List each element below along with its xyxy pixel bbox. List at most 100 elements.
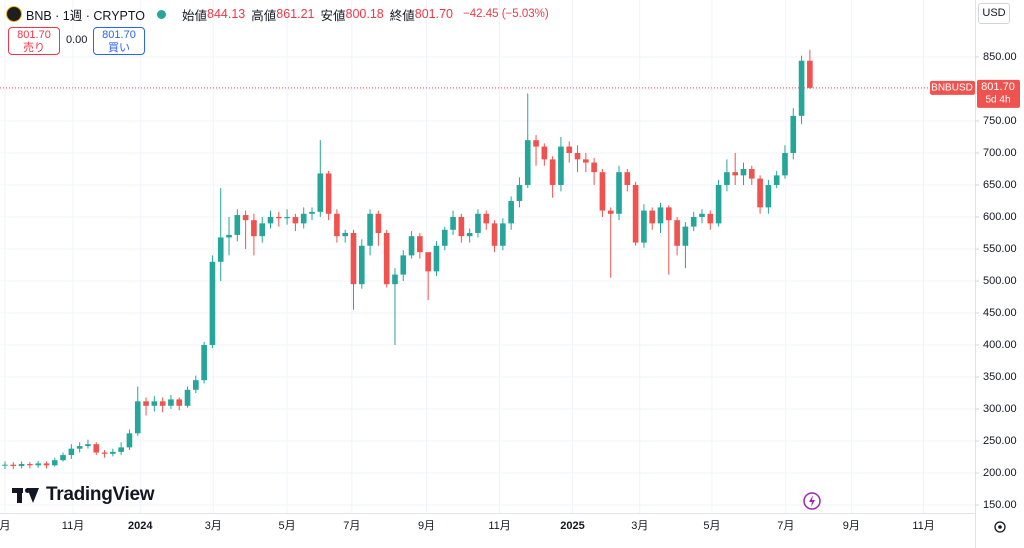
x-tick-label: 月 xyxy=(0,520,10,532)
candle-body xyxy=(300,213,307,224)
buy-price: 801.70 xyxy=(102,29,136,41)
buy-label: 買い xyxy=(108,42,130,54)
y-tick-label: 350.00 xyxy=(983,371,1017,383)
candle-body xyxy=(367,213,373,246)
spread: 0.00 xyxy=(66,34,88,46)
candle-body xyxy=(309,211,315,214)
candle-body xyxy=(757,178,763,208)
sell-price: 801.70 xyxy=(17,29,51,41)
sell-label: 売り xyxy=(23,42,45,54)
candle-body xyxy=(533,140,539,147)
candle-body xyxy=(209,261,216,345)
candle-body xyxy=(450,216,456,230)
buy-button[interactable]: 801.70 買い xyxy=(93,27,145,55)
candle-body xyxy=(234,215,241,235)
candle-body xyxy=(358,245,365,285)
candle-body xyxy=(707,213,714,224)
ohlc-value: 801.70 xyxy=(414,7,454,21)
candle-body xyxy=(334,213,340,237)
candle-body xyxy=(2,464,8,466)
candle-body xyxy=(101,452,108,454)
candle-body xyxy=(375,213,382,233)
candle-body xyxy=(151,401,158,406)
candle-body xyxy=(508,200,514,224)
candle-body xyxy=(475,213,481,233)
candle-body xyxy=(43,463,50,466)
candle-body xyxy=(201,344,207,381)
candle-body xyxy=(217,237,224,262)
candle-body xyxy=(284,216,290,219)
symbol[interactable]: BNB · 1週 · CRYPTO xyxy=(26,8,146,23)
candle-body xyxy=(641,210,647,243)
candle-body xyxy=(159,401,166,406)
candle-body xyxy=(566,146,573,153)
candle-body xyxy=(267,216,274,224)
x-tick-label: 9月 xyxy=(843,520,860,532)
candle-body xyxy=(782,152,788,176)
candle-body xyxy=(591,162,597,173)
candle-body xyxy=(184,389,191,406)
candle-body xyxy=(765,184,772,208)
x-tick-label: 7月 xyxy=(343,520,360,532)
candle-body xyxy=(491,223,498,246)
candle-body xyxy=(558,146,564,185)
candle-body xyxy=(724,172,730,185)
candle-body xyxy=(458,216,465,237)
candle-body xyxy=(715,184,722,224)
x-tick-label: 11月 xyxy=(912,520,934,532)
ohlc-label: 高値 xyxy=(251,8,277,23)
candle-body xyxy=(500,223,506,246)
ohlc-label: 安値 xyxy=(320,8,346,23)
candle-body xyxy=(674,220,680,246)
candle-body xyxy=(541,146,548,160)
sell-button[interactable]: 801.70 売り xyxy=(8,27,60,55)
price-badge-price: 801.70 xyxy=(981,81,1015,93)
candle-body xyxy=(690,216,697,227)
x-tick-label: 5月 xyxy=(703,520,720,532)
candle-body xyxy=(317,173,324,212)
candle-body xyxy=(110,451,116,454)
candle-body xyxy=(549,159,556,185)
settings-icon[interactable] xyxy=(994,521,1006,533)
candle-body xyxy=(699,213,705,217)
grid xyxy=(0,0,975,513)
candle-body xyxy=(433,245,440,272)
candle-body xyxy=(350,232,357,285)
candle-body xyxy=(748,168,755,179)
candle-body xyxy=(408,236,415,256)
y-tick-label: 750.00 xyxy=(983,115,1017,127)
candle-body xyxy=(599,172,606,211)
watermark-icon xyxy=(12,487,40,503)
y-tick-label: 650.00 xyxy=(983,179,1017,191)
currency-button[interactable]: USD xyxy=(978,3,1010,24)
candle-body xyxy=(51,460,58,466)
candle-body xyxy=(93,444,100,453)
x-tick-label: 2024 xyxy=(128,520,153,532)
candle-body xyxy=(583,159,589,163)
candle-body xyxy=(732,172,739,176)
candle-body xyxy=(425,252,431,272)
candle-body xyxy=(624,172,631,185)
candle-body xyxy=(168,399,174,406)
candle-body xyxy=(466,232,473,237)
market-status xyxy=(157,9,167,19)
candle-body xyxy=(60,455,66,461)
candle-body xyxy=(383,232,390,285)
settings-center xyxy=(998,525,1002,529)
change: −42.45 (−5.03%) xyxy=(463,8,549,20)
candle-body xyxy=(325,173,332,214)
candle-body xyxy=(665,207,672,221)
y-tick-label: 600.00 xyxy=(983,211,1017,223)
y-tick-label: 250.00 xyxy=(983,435,1017,447)
candle-body xyxy=(275,216,282,219)
symbol-badge xyxy=(930,80,975,95)
candle-body xyxy=(126,433,133,448)
y-tick-label: 300.00 xyxy=(983,403,1017,415)
y-tick-label: 200.00 xyxy=(983,467,1017,479)
candle-body xyxy=(682,226,689,246)
time-axis-border xyxy=(0,513,975,514)
candle-body xyxy=(342,232,349,237)
candle-body xyxy=(607,210,614,214)
y-tick-label: 150.00 xyxy=(983,499,1017,511)
coin-icon xyxy=(6,6,22,22)
